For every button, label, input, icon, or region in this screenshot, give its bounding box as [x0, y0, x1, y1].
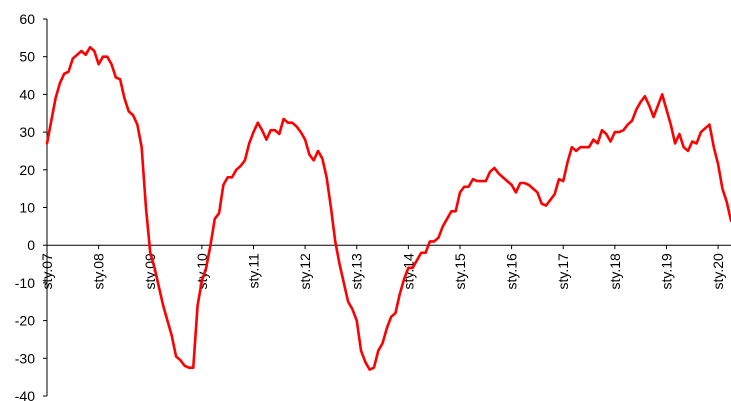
y-axis-ticks: -40 -30 -20 -10 0 10 20 30 40 50 60 [15, 11, 47, 401]
x-tick-label: sty.11 [245, 253, 261, 288]
x-tick-label: sty.08 [91, 253, 107, 290]
x-tick-label: sty.18 [607, 253, 623, 290]
y-tick-label: 0 [27, 237, 35, 253]
x-tick-label: sty.20 [710, 253, 726, 290]
series-line [45, 45, 731, 371]
y-tick-label: -40 [15, 388, 35, 401]
y-tick-label: 40 [19, 86, 35, 102]
x-tick-label: sty.19 [658, 253, 674, 290]
y-tick-label: 20 [19, 162, 35, 178]
x-tick-label: sty.13 [349, 253, 365, 290]
y-tick-label: -10 [15, 275, 35, 291]
x-axis-ticks: sty.07 sty.08 sty.09 sty.10 sty.11 sty.12 sty.… [39, 245, 726, 290]
x-tick-label: sty.15 [452, 253, 468, 290]
x-tick-label: sty.10 [194, 253, 210, 290]
y-tick-label: 60 [19, 11, 35, 27]
y-tick-label: -20 [15, 313, 35, 329]
x-tick-label: sty.07 [39, 253, 55, 290]
y-tick-label: 50 [19, 49, 35, 65]
y-tick-label: 10 [19, 200, 35, 216]
y-tick-label: 30 [19, 124, 35, 140]
x-tick-label: sty.16 [504, 253, 520, 290]
y-tick-label: -30 [15, 350, 35, 366]
x-tick-label: sty.17 [555, 253, 571, 290]
plot-area: -40 -30 -20 -10 0 10 20 30 40 50 60 sty.07 sty.08 st… [15, 11, 731, 401]
x-tick-label: sty.12 [297, 253, 313, 290]
